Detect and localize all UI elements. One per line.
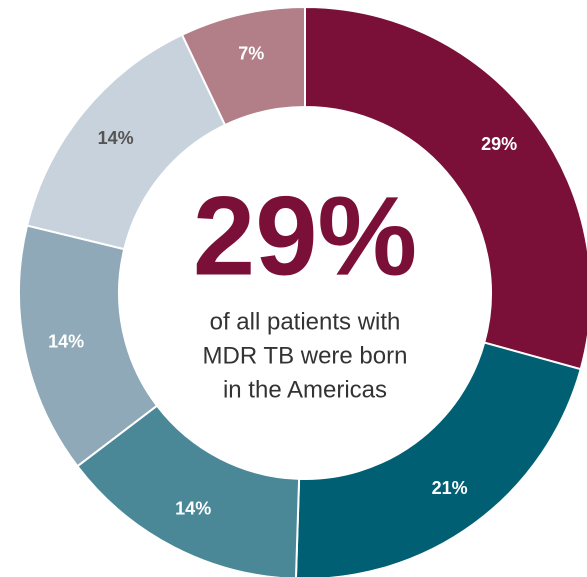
center-value: 29% [193,174,417,299]
segment-label: 14% [98,128,134,148]
segment-label: 14% [175,499,211,519]
center-text: MDR TB were born [203,342,408,369]
segment-label: 7% [238,44,264,64]
segment-label: 21% [432,478,468,498]
donut-segment [304,5,587,371]
center-text: of all patients with [210,308,401,335]
segment-label: 29% [481,134,517,154]
donut-segment [180,5,306,127]
donut-segment [294,341,582,577]
segment-label: 14% [48,332,84,352]
center-text: in the Americas [223,376,387,403]
